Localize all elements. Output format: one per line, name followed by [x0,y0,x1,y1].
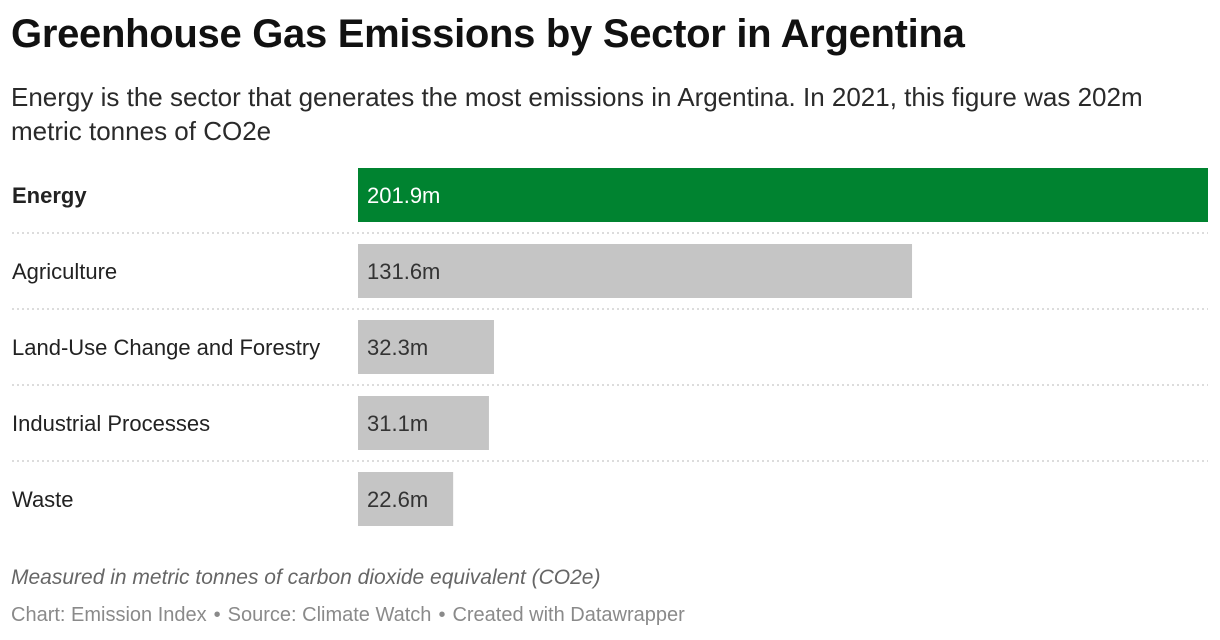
tool-credit: Created with Datawrapper [452,604,685,626]
bar-value-label: 201.9m [367,183,440,208]
bar-value-label: 22.6m [367,487,428,512]
bar [358,472,454,526]
chart-notes: Measured in metric tonnes of carbon diox… [11,566,601,589]
bar-chart: Energy 201.9m Agriculture 131.6m Land-Use Ch… [12,168,1208,526]
bar [358,244,913,298]
category-label: Industrial Processes [12,411,210,436]
bar [358,168,1208,222]
chart-credits: Chart: Emission Index • Source: Climate Wa… [11,604,685,627]
category-label: Land-Use Change and Forestry [12,335,320,360]
credit-separator: • [213,604,221,626]
bar [358,320,494,374]
category-label: Energy [12,183,87,208]
bar-value-label: 32.3m [367,335,428,360]
credit-separator: • [438,604,446,626]
chart-credit: Chart: Emission Index [11,604,207,626]
category-label: Agriculture [12,259,117,284]
chart-subtitle: Energy is the sector that generates the … [11,82,1143,146]
bar [358,396,489,450]
category-label: Waste [12,487,74,512]
bar-value-label: 131.6m [367,259,440,284]
bar-value-label: 31.1m [367,411,428,436]
chart-title: Greenhouse Gas Emissions by Sector in Ar… [11,12,965,56]
source-credit: Source: Climate Watch [227,604,432,626]
